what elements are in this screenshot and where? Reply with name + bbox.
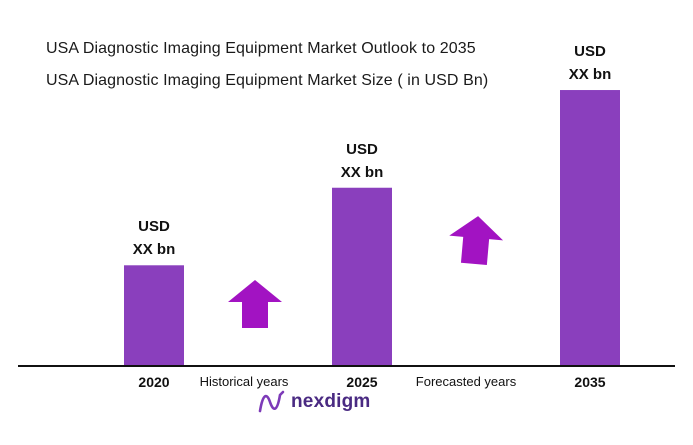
data-label-2035: USD XX bn (545, 40, 635, 86)
bar-2020 (124, 265, 184, 366)
bar-2025 (332, 187, 392, 366)
growth-arrows-group (228, 216, 504, 328)
logo-text: nexdigm (291, 391, 371, 412)
data-label-currency: USD (574, 43, 606, 61)
data-label-value: XX bn (132, 241, 176, 259)
chart-subtitle: USA Diagnostic Imaging Equipment Market … (46, 72, 489, 89)
data-label-2025: USD XX bn (317, 138, 407, 184)
chart-title: USA Diagnostic Imaging Equipment Market … (46, 40, 476, 57)
x-tick-label-2025: 2025 (346, 374, 378, 390)
data-label-currency: USD (138, 218, 170, 236)
nexdigm-wave-icon (258, 390, 285, 413)
growth-arrow-forecast (449, 216, 504, 266)
data-label-value: XX bn (568, 66, 612, 84)
historical-years-label: Historical years (199, 374, 289, 389)
data-label-value: XX bn (340, 163, 384, 181)
x-tick-label-2020: 2020 (138, 374, 170, 390)
x-tick-label-2035: 2035 (574, 374, 606, 390)
growth-arrow-historical (228, 280, 282, 328)
bar-2035 (560, 90, 620, 367)
bars-group (124, 90, 620, 367)
data-label-currency: USD (346, 140, 378, 158)
nexdigm-logo: nexdigm (257, 387, 371, 417)
data-label-2020: USD XX bn (109, 215, 199, 261)
forecasted-years-label: Forecasted years (415, 374, 517, 389)
